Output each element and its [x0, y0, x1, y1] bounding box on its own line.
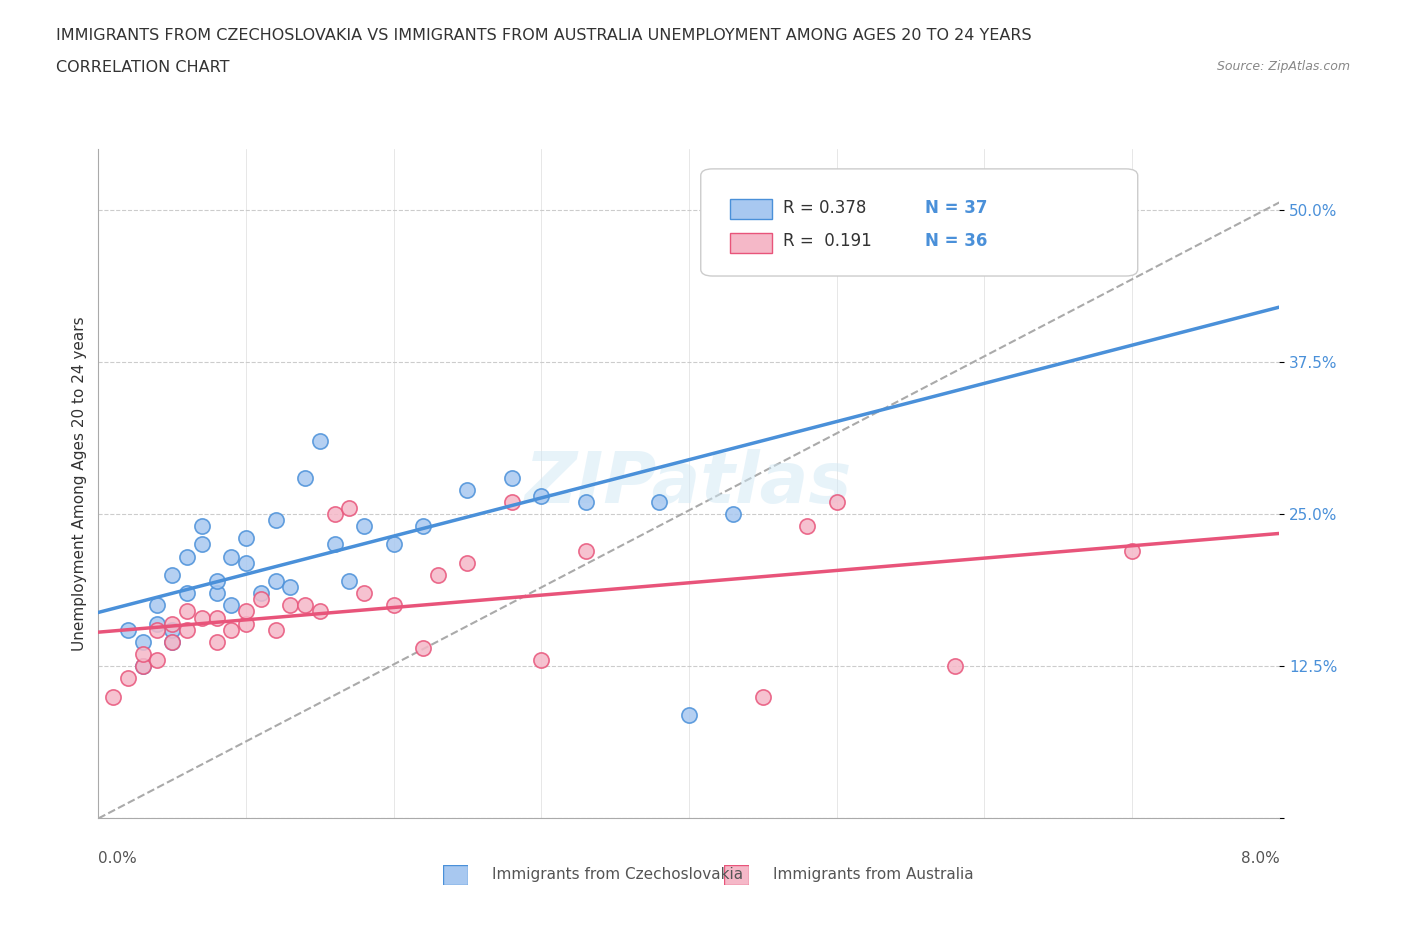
Text: R = 0.378: R = 0.378 [783, 199, 866, 217]
Point [146, 622, 169, 637]
Point [278, 598, 301, 613]
Point [132, 634, 155, 649]
Point [162, 617, 183, 631]
Point [117, 671, 139, 685]
Point [308, 604, 332, 618]
Text: Immigrants from Australia: Immigrants from Australia [773, 867, 974, 882]
Point [235, 617, 257, 631]
Text: N = 36: N = 36 [925, 232, 987, 250]
Point [574, 543, 596, 558]
Point [264, 512, 287, 527]
Point [412, 641, 434, 656]
Point [264, 574, 287, 589]
Point [103, 689, 124, 704]
Point [132, 658, 155, 673]
Point [162, 634, 183, 649]
Point [235, 531, 257, 546]
Point [294, 598, 316, 613]
Point [721, 507, 744, 522]
Point [191, 610, 214, 625]
Point [205, 574, 228, 589]
Text: ZIPatlas: ZIPatlas [526, 449, 852, 518]
Point [146, 617, 169, 631]
Point [176, 586, 198, 601]
Point [530, 653, 553, 668]
Point [219, 598, 242, 613]
Point [219, 550, 242, 565]
Text: Source: ZipAtlas.com: Source: ZipAtlas.com [1216, 60, 1350, 73]
Point [235, 604, 257, 618]
Point [456, 483, 478, 498]
Point [1121, 543, 1143, 558]
Point [176, 604, 198, 618]
Point [235, 555, 257, 570]
Text: N = 37: N = 37 [925, 199, 987, 217]
Point [648, 495, 671, 510]
Point [426, 567, 449, 582]
Point [530, 488, 553, 503]
Text: CORRELATION CHART: CORRELATION CHART [56, 60, 229, 75]
FancyBboxPatch shape [700, 169, 1137, 276]
Point [382, 598, 405, 613]
Point [264, 622, 287, 637]
Point [176, 622, 198, 637]
Point [796, 202, 818, 217]
Point [678, 708, 700, 723]
Point [146, 653, 169, 668]
Point [132, 658, 155, 673]
Text: 8.0%: 8.0% [1240, 851, 1279, 866]
Point [751, 689, 773, 704]
Point [191, 519, 214, 534]
Point [382, 537, 405, 551]
Y-axis label: Unemployment Among Ages 20 to 24 years: Unemployment Among Ages 20 to 24 years [72, 316, 87, 651]
Point [146, 598, 169, 613]
Point [191, 537, 214, 551]
Point [205, 610, 228, 625]
Point [825, 495, 848, 510]
Point [205, 586, 228, 601]
Point [353, 519, 375, 534]
Point [337, 574, 360, 589]
Point [943, 658, 966, 673]
Point [412, 519, 434, 534]
Point [278, 579, 301, 594]
Point [323, 507, 346, 522]
Point [162, 622, 183, 637]
Point [323, 537, 346, 551]
Point [308, 433, 332, 448]
Point [501, 470, 523, 485]
Text: 0.0%: 0.0% [98, 851, 138, 866]
FancyBboxPatch shape [730, 232, 772, 253]
Point [219, 622, 242, 637]
Text: Immigrants from Czechoslovakia: Immigrants from Czechoslovakia [492, 867, 744, 882]
Point [162, 567, 183, 582]
Point [294, 470, 316, 485]
Point [117, 622, 139, 637]
Point [162, 634, 183, 649]
Point [501, 495, 523, 510]
Point [205, 634, 228, 649]
Point [132, 646, 155, 661]
FancyBboxPatch shape [730, 199, 772, 219]
Text: R =  0.191: R = 0.191 [783, 232, 872, 250]
Text: IMMIGRANTS FROM CZECHOSLOVAKIA VS IMMIGRANTS FROM AUSTRALIA UNEMPLOYMENT AMONG A: IMMIGRANTS FROM CZECHOSLOVAKIA VS IMMIGR… [56, 28, 1032, 43]
Point [353, 586, 375, 601]
Point [250, 591, 273, 606]
Point [796, 519, 818, 534]
Point [176, 550, 198, 565]
Point [337, 500, 360, 515]
Point [574, 495, 596, 510]
Point [250, 586, 273, 601]
Point [456, 555, 478, 570]
